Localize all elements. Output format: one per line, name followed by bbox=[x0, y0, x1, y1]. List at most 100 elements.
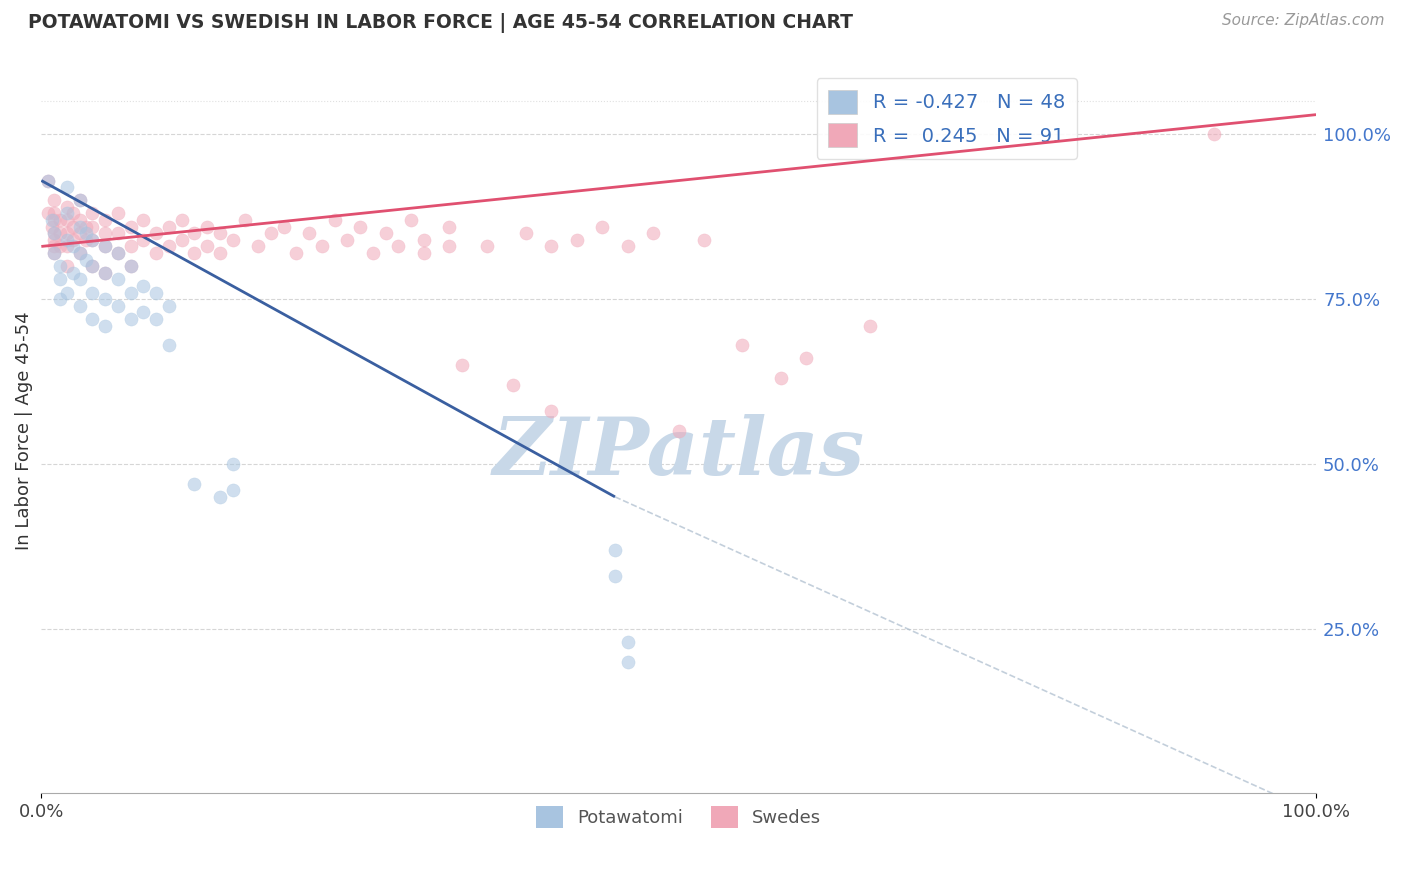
Point bbox=[643, 226, 665, 240]
Point bbox=[208, 226, 231, 240]
Point bbox=[120, 219, 142, 234]
Point bbox=[540, 239, 562, 253]
Point bbox=[591, 219, 613, 234]
Point bbox=[37, 206, 59, 220]
Point bbox=[107, 246, 129, 260]
Point bbox=[132, 233, 155, 247]
Point bbox=[107, 272, 129, 286]
Point bbox=[41, 219, 63, 234]
Point bbox=[859, 318, 882, 333]
Point bbox=[145, 246, 167, 260]
Point bbox=[69, 226, 91, 240]
Point bbox=[82, 206, 104, 220]
Point bbox=[37, 173, 59, 187]
Point bbox=[208, 246, 231, 260]
Point bbox=[477, 239, 499, 253]
Point bbox=[374, 226, 396, 240]
Point bbox=[62, 266, 84, 280]
Point bbox=[387, 239, 409, 253]
Point bbox=[132, 279, 155, 293]
Point bbox=[49, 239, 72, 253]
Point bbox=[75, 219, 97, 234]
Point bbox=[145, 312, 167, 326]
Point bbox=[49, 213, 72, 227]
Point bbox=[42, 233, 65, 247]
Point bbox=[69, 246, 91, 260]
Point bbox=[94, 318, 117, 333]
Point bbox=[183, 226, 205, 240]
Point bbox=[82, 233, 104, 247]
Point bbox=[794, 351, 817, 366]
Point bbox=[565, 233, 588, 247]
Point bbox=[56, 200, 79, 214]
Point bbox=[298, 226, 321, 240]
Point bbox=[731, 338, 754, 352]
Point bbox=[69, 299, 91, 313]
Point bbox=[82, 285, 104, 300]
Point bbox=[56, 180, 79, 194]
Point bbox=[515, 226, 537, 240]
Point bbox=[1202, 128, 1225, 142]
Point bbox=[75, 252, 97, 267]
Point bbox=[120, 312, 142, 326]
Point bbox=[107, 246, 129, 260]
Point bbox=[82, 233, 104, 247]
Point bbox=[49, 272, 72, 286]
Point bbox=[120, 259, 142, 273]
Point bbox=[82, 312, 104, 326]
Point bbox=[62, 206, 84, 220]
Point bbox=[49, 226, 72, 240]
Point bbox=[323, 213, 346, 227]
Point bbox=[260, 226, 283, 240]
Point bbox=[157, 219, 180, 234]
Point bbox=[145, 285, 167, 300]
Point bbox=[603, 542, 626, 557]
Point bbox=[94, 213, 117, 227]
Point bbox=[82, 259, 104, 273]
Point bbox=[616, 634, 638, 648]
Text: POTAWATOMI VS SWEDISH IN LABOR FORCE | AGE 45-54 CORRELATION CHART: POTAWATOMI VS SWEDISH IN LABOR FORCE | A… bbox=[28, 13, 853, 33]
Point bbox=[502, 377, 524, 392]
Point bbox=[616, 239, 638, 253]
Point bbox=[56, 259, 79, 273]
Point bbox=[668, 424, 690, 438]
Point bbox=[132, 305, 155, 319]
Point bbox=[94, 266, 117, 280]
Point bbox=[69, 213, 91, 227]
Point bbox=[42, 246, 65, 260]
Point bbox=[94, 239, 117, 253]
Point bbox=[616, 655, 638, 669]
Point bbox=[603, 569, 626, 583]
Point bbox=[42, 206, 65, 220]
Point bbox=[69, 194, 91, 208]
Point bbox=[540, 404, 562, 418]
Point bbox=[56, 226, 79, 240]
Point bbox=[183, 246, 205, 260]
Point bbox=[120, 259, 142, 273]
Point bbox=[195, 219, 218, 234]
Point bbox=[107, 226, 129, 240]
Point bbox=[49, 292, 72, 306]
Point bbox=[336, 233, 359, 247]
Point bbox=[107, 206, 129, 220]
Point bbox=[233, 213, 256, 227]
Point bbox=[49, 259, 72, 273]
Point bbox=[42, 213, 65, 227]
Point bbox=[157, 338, 180, 352]
Point bbox=[439, 239, 461, 253]
Point bbox=[412, 233, 434, 247]
Point bbox=[247, 239, 270, 253]
Point bbox=[42, 226, 65, 240]
Point bbox=[412, 246, 434, 260]
Point bbox=[56, 213, 79, 227]
Point bbox=[208, 490, 231, 504]
Text: Source: ZipAtlas.com: Source: ZipAtlas.com bbox=[1222, 13, 1385, 29]
Point bbox=[107, 299, 129, 313]
Point bbox=[157, 239, 180, 253]
Point bbox=[451, 358, 474, 372]
Legend: Potawatomi, Swedes: Potawatomi, Swedes bbox=[529, 798, 828, 835]
Point bbox=[37, 173, 59, 187]
Point bbox=[62, 219, 84, 234]
Point bbox=[195, 239, 218, 253]
Point bbox=[170, 213, 193, 227]
